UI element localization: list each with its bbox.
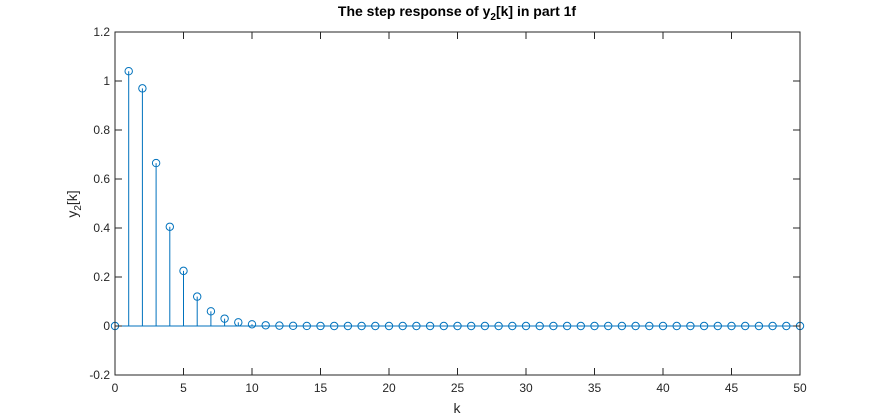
stem-marker [302,321,311,331]
stem-marker [521,321,531,331]
x-tick-label: 15 [314,381,328,395]
stem-marker [453,321,462,331]
stem-marker [316,321,325,331]
stem-marker [330,321,339,331]
stem-marker [398,321,407,331]
stem-marker [508,321,517,331]
stem-marker [617,321,627,331]
stem-marker [412,321,421,331]
stem-marker [124,67,133,76]
stem-marker [151,158,161,168]
chart-title-suffix: [k] in part 1f [496,3,576,19]
chart-title: The step response of y2[k] in part 1f [338,3,577,23]
y-axis-label-suffix: [k] [64,190,80,205]
stem-marker [604,321,613,331]
stem-marker [699,321,709,331]
stem-marker [686,321,695,331]
y-tick-label: -0.2 [89,368,110,382]
stem-marker [741,321,750,331]
stem-marker [672,321,681,331]
stem-marker [782,321,791,331]
y-axis: -0.2 0 0.2 0.4 0.6 0.8 1 1.2 [89,25,800,382]
stem-marker [631,321,640,331]
stem-marker [645,321,654,331]
x-tick-label: 30 [519,381,533,395]
plot-area-background [115,32,800,375]
stem-marker [494,321,503,331]
stem-marker [727,321,736,331]
stem-marker [288,321,298,331]
stem-marker [480,321,490,331]
x-tick-label: 45 [725,381,739,395]
stem-marker [193,292,202,301]
stem-marker [713,321,722,331]
stem-marker [768,321,777,331]
x-axis: 0 5 10 15 20 25 30 35 40 45 50 [112,32,807,395]
x-tick-label: 50 [793,381,807,395]
x-tick-label: 35 [588,381,602,395]
x-tick-label: 40 [656,381,670,395]
stem-marker [425,321,435,331]
stem-marker [138,84,147,93]
stem-marker [562,321,572,331]
stem-marker [467,321,476,331]
stem-marker [343,321,353,331]
stem-marker [590,321,599,331]
chart-title-subscript: 2 [490,12,496,23]
stem-marker [371,321,380,331]
stem-marker [206,307,216,316]
y-tick-label: 1 [103,74,110,88]
stem-marker [384,321,394,331]
x-tick-label: 20 [382,381,396,395]
y-tick-label: 0.2 [93,270,110,284]
stem-marker [658,321,668,331]
stem-marker [357,321,366,331]
y-axis-label-subscript: 2 [73,205,84,211]
x-tick-label: 10 [245,381,259,395]
stem-marker [549,321,558,331]
y-axis-label-base: y [64,211,80,218]
y-tick-label: 0.8 [93,123,110,137]
y-tick-label: 0 [103,319,110,333]
x-axis-label: k [454,400,462,416]
x-tick-label: 5 [180,381,187,395]
stem-marker [576,321,585,331]
stem-marker [247,320,257,329]
stem-marker [535,321,544,331]
stem-marker [439,321,448,331]
y-tick-label: 1.2 [93,25,110,39]
stem-marker [234,318,243,327]
chart-title-prefix: The step response of y [338,3,491,19]
y-tick-label: 0.4 [93,221,110,235]
stem-marker [220,314,229,323]
stem-marker [179,266,188,276]
stem-marker [165,222,175,231]
x-tick-label: 0 [112,381,119,395]
stem-marker [261,321,270,330]
y-tick-label: 0.6 [93,172,110,186]
y-axis-label: y2[k] [64,190,84,217]
x-tick-label: 25 [451,381,465,395]
stem-marker [754,321,764,331]
stem-marker [275,321,284,330]
